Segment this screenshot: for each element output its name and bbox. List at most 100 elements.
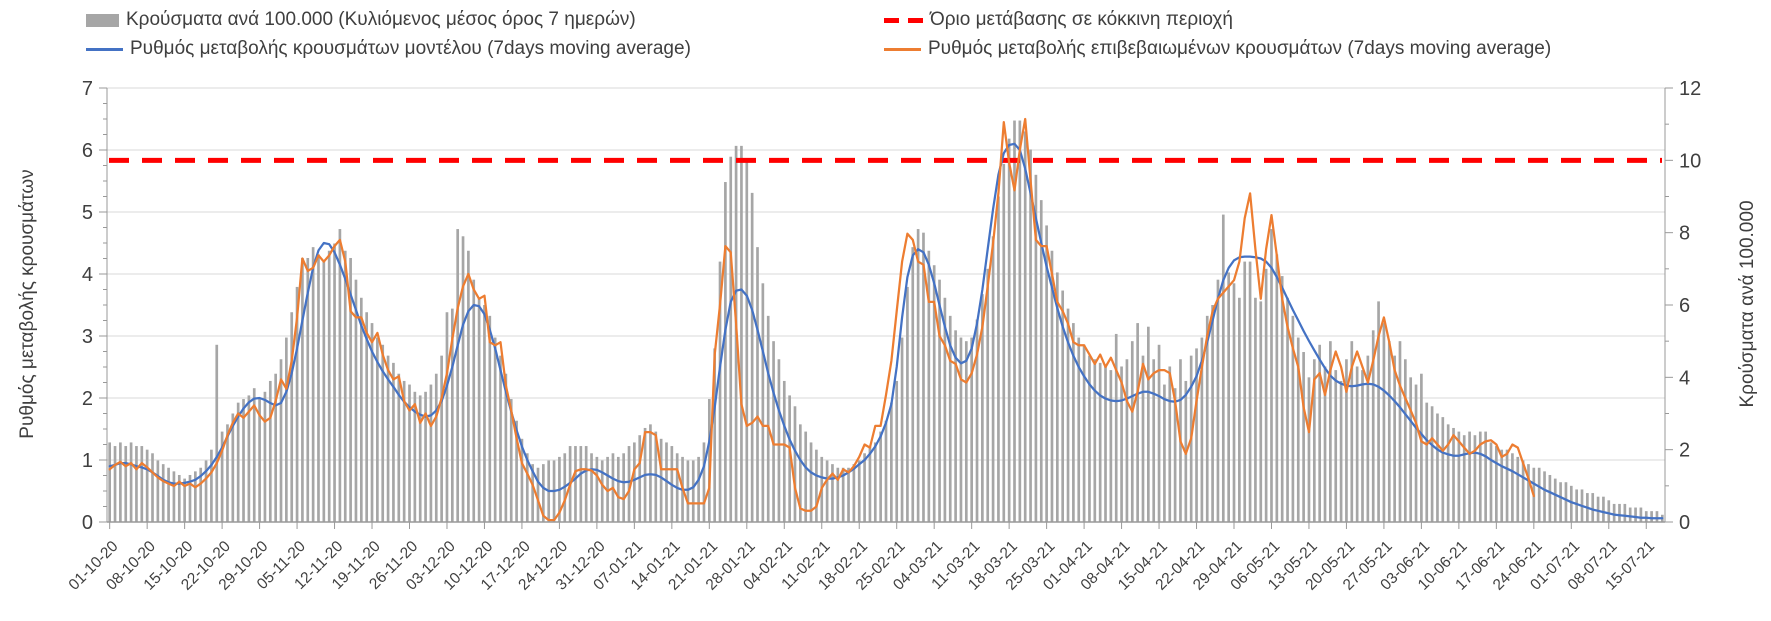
case-bar [954, 330, 957, 522]
case-bar [1302, 352, 1305, 522]
case-bar [1462, 435, 1466, 522]
case-bar [472, 279, 476, 522]
case-bar [922, 232, 925, 522]
case-bar [627, 446, 631, 522]
case-bar [1527, 464, 1530, 522]
case-bar [1478, 431, 1482, 522]
case-bar [1634, 507, 1637, 522]
case-bar [1312, 359, 1316, 522]
case-bar [584, 446, 588, 522]
case-bar [1275, 254, 1279, 522]
case-bar [140, 446, 144, 522]
case-bar [210, 449, 213, 522]
case-bar [1002, 163, 1006, 522]
case-bar [376, 337, 379, 522]
case-bar [199, 467, 203, 522]
case-bar [1425, 402, 1429, 522]
case-bar [948, 315, 952, 522]
case-bar [322, 261, 326, 522]
left-axis-tick-label: 0 [82, 512, 93, 534]
case-bar [1296, 337, 1300, 522]
case-bar [873, 442, 877, 522]
legend-item-confirmed-rate: Ρυθμός μεταβολής επιβεβαιωμένων κρουσμάτ… [884, 38, 1551, 60]
case-bar [1232, 283, 1236, 522]
case-bar [295, 286, 299, 522]
case-bar [247, 395, 251, 522]
case-bar [1082, 344, 1086, 522]
case-bar [970, 337, 974, 522]
case-bar [1612, 503, 1616, 522]
case-bar [1109, 370, 1113, 522]
case-bar [1446, 424, 1450, 522]
case-bar [1120, 366, 1123, 522]
case-bar [932, 265, 936, 522]
case-bar [831, 464, 834, 522]
case-bar [1387, 341, 1391, 522]
case-bar [1114, 333, 1118, 522]
case-bar [515, 420, 518, 522]
case-bar [1650, 511, 1653, 522]
confirmed-rate-line [108, 117, 1535, 522]
case-bar [1066, 308, 1070, 522]
case-bar [365, 312, 369, 522]
case-bar [1575, 489, 1578, 522]
case-bar [1034, 174, 1038, 523]
case-bar [1350, 341, 1354, 522]
left-axis-tick-label: 1 [82, 450, 93, 472]
case-bar [1323, 366, 1327, 522]
case-bar [906, 286, 909, 522]
case-bar [981, 294, 984, 522]
case-bar [504, 373, 508, 522]
case-bar [884, 420, 888, 522]
case-bar [477, 297, 481, 522]
case-bar [1259, 301, 1263, 522]
legend-label: Ρυθμός μεταβολής επιβεβαιωμένων κρουσμάτ… [928, 38, 1552, 59]
case-bar [258, 399, 261, 522]
case-bar [1623, 503, 1627, 522]
case-bar [542, 464, 545, 522]
case-bar [226, 424, 229, 522]
case-bar [119, 442, 122, 522]
case-bar [1511, 453, 1514, 522]
case-bar [306, 257, 310, 522]
blue-line-swatch-icon [86, 47, 123, 51]
case-bar [1264, 268, 1268, 522]
case-bar [172, 471, 176, 522]
case-bar [579, 446, 583, 522]
case-bar [354, 279, 358, 522]
case-bar [493, 337, 497, 522]
case-bar [1055, 272, 1059, 522]
case-bar [815, 449, 818, 522]
case-bar [863, 453, 866, 522]
case-bar [424, 391, 427, 522]
case-bar [745, 160, 749, 523]
case-bar [1628, 507, 1632, 522]
case-bar [1607, 500, 1611, 522]
case-bar [408, 384, 411, 522]
case-bar [386, 355, 390, 522]
case-bar [1286, 297, 1289, 522]
case-bar [1093, 359, 1097, 522]
case-bar [108, 442, 112, 522]
case-bar [467, 250, 470, 522]
case-bar [1489, 442, 1493, 522]
case-bar [911, 247, 915, 522]
case-bar [1473, 435, 1477, 522]
case-bar [1173, 388, 1177, 522]
case-bar [429, 384, 433, 522]
case-bar [1398, 341, 1402, 522]
case-bar [1013, 120, 1016, 523]
case-bar [268, 380, 272, 522]
case-bar [488, 315, 492, 522]
case-bar [194, 471, 197, 522]
case-bar [434, 373, 438, 522]
case-bar [1371, 330, 1375, 522]
case-bar [1393, 355, 1396, 522]
right-axis-tick-label: 4 [1679, 367, 1690, 389]
case-bar [183, 478, 186, 522]
case-bar [1618, 503, 1621, 522]
case-bar [461, 236, 465, 523]
case-bar [809, 442, 813, 522]
case-bar [857, 460, 861, 522]
case-bar [686, 460, 690, 522]
